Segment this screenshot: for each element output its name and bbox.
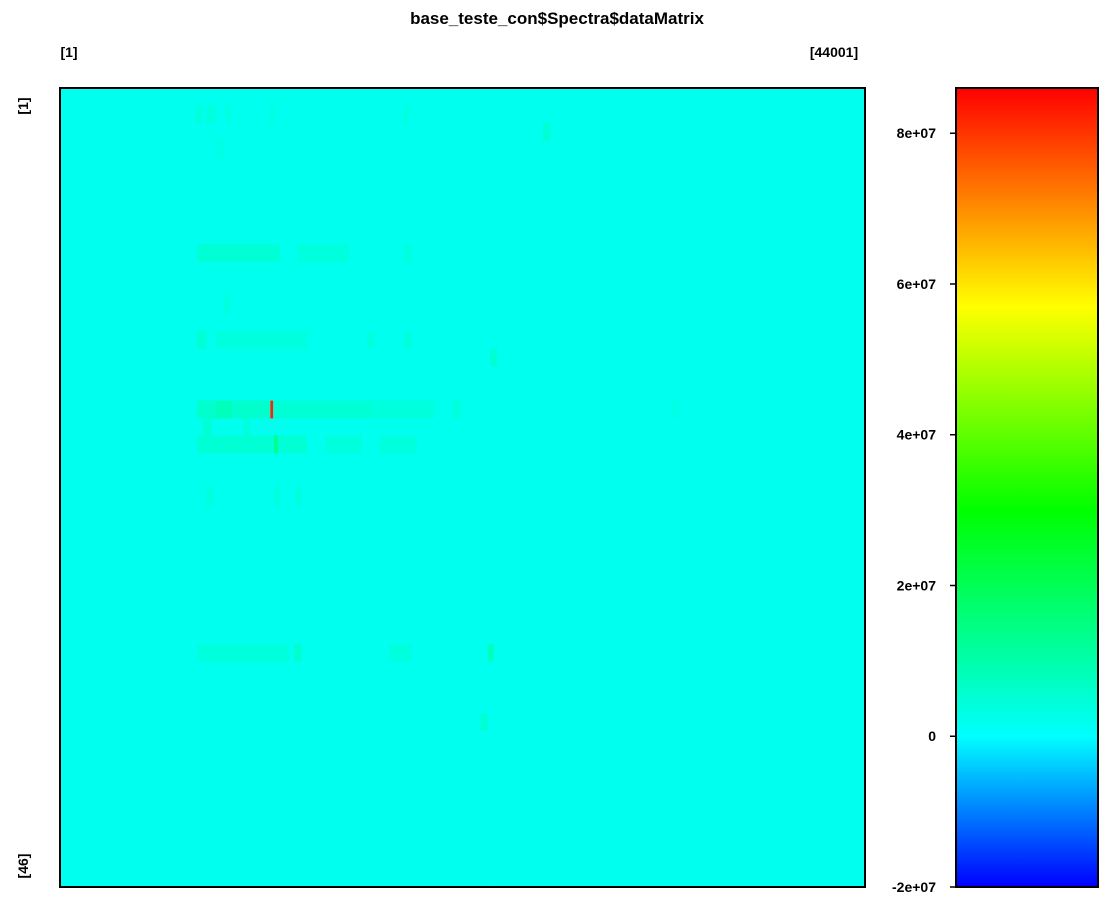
heatmap-column-line — [488, 88, 490, 887]
colorbar-tick-label: 0 — [928, 728, 936, 744]
heatmap-cell — [403, 244, 412, 263]
heatmap-cell — [294, 643, 302, 662]
heatmap-area — [59, 87, 866, 888]
colorbar: -2e+07 0 2e+07 4e+07 6e+07 8e+07 — [892, 87, 1099, 895]
heatmap-cell — [370, 400, 436, 419]
heatmap-cell — [270, 400, 274, 419]
heatmap-cell — [206, 487, 214, 506]
heatmap-cell — [195, 105, 203, 124]
heatmap-cell — [270, 105, 275, 124]
heatmap-cell — [480, 713, 489, 732]
heatmap-cell — [202, 418, 212, 436]
heatmap-cell — [453, 400, 461, 419]
heatmap-cell — [274, 435, 278, 454]
colorbar-tick-label: -2e+07 — [892, 879, 936, 895]
colorbar-gradient — [955, 87, 1099, 888]
colorbar-tick-label: 8e+07 — [897, 125, 937, 141]
heatmap-cell — [197, 331, 207, 349]
heatmap-cell — [197, 400, 216, 419]
heatmap-cell — [274, 400, 371, 419]
heatmap-cell — [325, 435, 362, 454]
heatmap-cell — [367, 331, 375, 349]
heatmap-cell — [295, 487, 302, 506]
colorbar-tick-label: 6e+07 — [897, 276, 937, 292]
heatmap-cell — [197, 244, 280, 263]
column-last-label: [44001] — [810, 44, 858, 60]
heatmap-cell — [489, 348, 498, 367]
heatmap-cell — [389, 643, 412, 662]
heatmap-cell — [380, 435, 417, 454]
row-first-label: [1] — [15, 97, 31, 114]
colorbar-tick-label: 2e+07 — [897, 577, 937, 593]
heatmap-cell — [297, 244, 350, 263]
heatmap-cell — [242, 418, 251, 436]
heatmap-cell — [215, 331, 307, 349]
column-first-label: [1] — [60, 44, 77, 60]
heatmap-cell — [206, 105, 216, 124]
heatmap-cell — [226, 105, 231, 124]
heatmap-cell — [542, 122, 551, 141]
heatmap-background — [60, 88, 865, 887]
heatmap-cell — [231, 400, 271, 419]
heatmap-cell — [403, 331, 412, 349]
heatmap-cell — [403, 105, 408, 124]
heatmap-cell — [215, 400, 232, 419]
heatmap-cell — [274, 487, 280, 506]
chart-title: base_teste_con$Spectra$dataMatrix — [410, 9, 704, 28]
heatmap-cell — [215, 140, 225, 158]
colorbar-tick-label: 4e+07 — [897, 427, 937, 443]
heatmap-cell — [488, 643, 494, 662]
heatmap-cell — [197, 435, 307, 454]
heatmap-cell — [197, 643, 289, 662]
row-last-label: [46] — [15, 854, 31, 879]
heatmap-cell — [224, 296, 231, 315]
heatmap-frame — [59, 87, 866, 888]
heatmap-cell — [672, 400, 681, 419]
